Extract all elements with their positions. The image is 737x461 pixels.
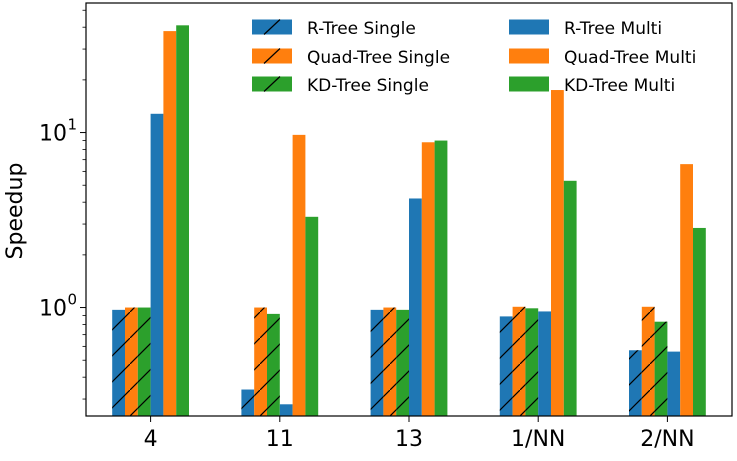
x-tick-label: 2/NN [640, 427, 694, 452]
bar-kd-tree-multi-4 [176, 25, 189, 416]
x-tick-label: 4 [144, 427, 158, 452]
bar-r-tree-multi-13 [409, 198, 422, 416]
legend-swatch-quad-tree-multi [509, 48, 549, 64]
bar-kd-tree-multi-2-nn [693, 227, 706, 416]
legend-hatch-mark [263, 19, 281, 35]
bar-kd-tree-multi-1-nn [563, 180, 577, 416]
legend-label-r-tree-multi: R-Tree Multi [564, 19, 662, 39]
bar-r-tree-multi-2-nn [667, 351, 681, 416]
y-tick-label: 10 [39, 122, 67, 147]
bar-r-tree-multi-1-nn [538, 311, 551, 416]
legend-label-kd-tree-multi: KD-Tree Multi [564, 76, 675, 96]
bar-hatch-r-tree-single-13 [370, 309, 384, 416]
bar-hatch-kd-tree-single-1-nn [525, 308, 539, 416]
bar-hatch-quad-tree-single-11 [254, 307, 267, 416]
bar-quad-tree-multi-13 [421, 142, 435, 416]
bar-hatch-kd-tree-single-13 [396, 309, 409, 416]
bar-r-tree-multi-4 [150, 113, 164, 416]
bar-hatch-r-tree-single-2-nn [629, 350, 642, 416]
legend-label-quad-tree-multi: Quad-Tree Multi [564, 48, 696, 68]
legend-hatch-mark [263, 76, 281, 92]
x-tick-label: 13 [395, 427, 423, 452]
bar-hatch-quad-tree-single-13 [383, 307, 397, 416]
legend-swatch-kd-tree-multi [509, 76, 549, 92]
y-axis-label: Speedup [3, 163, 28, 260]
bar-hatch-quad-tree-single-4 [125, 307, 138, 416]
bar-hatch-quad-tree-single-2-nn [641, 306, 655, 416]
bar-hatch-kd-tree-single-2-nn [654, 321, 668, 416]
bar-quad-tree-multi-1-nn [551, 90, 564, 416]
legend-label-quad-tree-single: Quad-Tree Single [307, 48, 450, 68]
bar-quad-tree-multi-11 [292, 134, 306, 416]
bar-r-tree-multi-11 [279, 404, 293, 416]
legend-swatch-r-tree-multi [509, 19, 549, 35]
legend-label-kd-tree-single: KD-Tree Single [307, 76, 429, 96]
bar-hatch-kd-tree-single-4 [137, 307, 151, 416]
bar-hatch-quad-tree-single-1-nn [512, 306, 526, 416]
bar-hatch-r-tree-single-11 [241, 389, 255, 416]
bar-hatch-r-tree-single-1-nn [499, 316, 513, 416]
bar-hatch-kd-tree-single-11 [267, 313, 280, 416]
y-tick-exponent: 0 [67, 291, 77, 309]
legend-hatch-mark [263, 48, 281, 64]
x-tick-label: 1/NN [511, 427, 565, 452]
y-tick-exponent: 1 [67, 116, 77, 134]
y-tick-label: 10 [39, 297, 67, 322]
bar-hatch-r-tree-single-4 [112, 309, 125, 416]
legend-label-r-tree-single: R-Tree Single [307, 19, 416, 39]
bar-kd-tree-multi-13 [434, 140, 448, 416]
x-tick-label: 11 [266, 427, 294, 452]
bar-quad-tree-multi-4 [163, 31, 177, 416]
bar-kd-tree-multi-11 [305, 216, 319, 416]
bar-quad-tree-multi-2-nn [680, 164, 693, 416]
